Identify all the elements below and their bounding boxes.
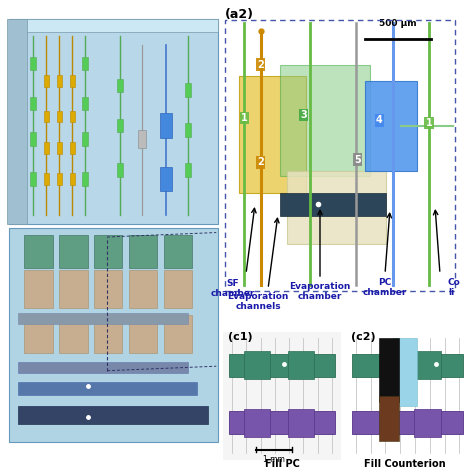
Bar (379, 338, 399, 402)
Bar (24, 270, 53, 308)
Bar (239, 76, 306, 193)
Bar (244, 351, 270, 379)
Bar (244, 409, 270, 437)
Bar (59, 270, 88, 308)
Bar (30, 173, 36, 186)
Bar (70, 111, 75, 122)
Bar (280, 64, 370, 176)
Text: 1: 1 (241, 113, 247, 123)
Text: Evaporation
channels: Evaporation channels (228, 292, 289, 311)
Text: (c2): (c2) (351, 332, 375, 342)
Bar (164, 235, 192, 268)
Bar (94, 235, 122, 268)
Bar (56, 173, 62, 185)
Bar (18, 362, 188, 373)
Bar (129, 315, 157, 353)
Bar (56, 75, 62, 87)
Bar (24, 235, 53, 268)
Bar (82, 132, 89, 146)
Bar (393, 338, 418, 406)
Bar (164, 270, 192, 308)
Bar (287, 171, 386, 244)
Polygon shape (9, 228, 219, 442)
Bar (129, 270, 157, 308)
Bar (160, 167, 172, 191)
Bar (18, 313, 188, 324)
Bar (228, 411, 336, 434)
Polygon shape (9, 18, 219, 32)
Bar (82, 173, 89, 186)
Bar (94, 315, 122, 353)
Bar (94, 270, 122, 308)
Bar (44, 173, 49, 185)
Text: 5: 5 (355, 155, 361, 164)
Bar (117, 79, 123, 92)
Bar (164, 315, 192, 353)
Text: (a2): (a2) (225, 8, 254, 21)
Bar (82, 56, 89, 70)
Bar (414, 409, 441, 437)
Text: 3: 3 (300, 110, 307, 120)
Bar (280, 193, 386, 216)
Bar (82, 97, 89, 110)
Bar (117, 164, 123, 177)
Bar (30, 97, 36, 110)
Bar (44, 142, 49, 154)
Bar (117, 119, 123, 132)
Text: 4: 4 (376, 116, 383, 126)
Text: PC
chamber: PC chamber (363, 278, 407, 297)
Bar (379, 396, 399, 441)
Text: SF
chamber: SF chamber (211, 279, 255, 299)
Bar (129, 235, 157, 268)
Text: 1: 1 (426, 118, 432, 128)
Bar (365, 82, 417, 171)
Bar (56, 142, 62, 154)
Bar (70, 173, 75, 185)
Text: 1 mm: 1 mm (263, 456, 285, 465)
Bar (59, 235, 88, 268)
Bar (288, 351, 314, 379)
Text: 500 μm: 500 μm (379, 19, 417, 28)
Bar (18, 406, 208, 424)
Bar (185, 123, 191, 137)
Text: 2: 2 (257, 60, 264, 70)
Bar (185, 164, 191, 177)
Bar (352, 411, 463, 434)
Bar (185, 83, 191, 97)
Bar (56, 111, 62, 122)
Bar (18, 382, 197, 395)
Bar (228, 354, 336, 376)
Bar (288, 409, 314, 437)
Bar (70, 75, 75, 87)
Bar (414, 351, 441, 379)
Bar (44, 75, 49, 87)
Polygon shape (9, 18, 219, 224)
Text: 2: 2 (257, 157, 264, 167)
Text: Co
li: Co li (448, 278, 461, 297)
Bar (70, 142, 75, 154)
Bar (138, 130, 146, 148)
Text: Fill Counterion: Fill Counterion (365, 459, 446, 469)
Text: Fill PC: Fill PC (264, 459, 300, 469)
Bar (30, 56, 36, 70)
Bar (44, 111, 49, 122)
Text: (c1): (c1) (228, 332, 252, 342)
Bar (59, 315, 88, 353)
Bar (160, 113, 172, 138)
Bar (30, 132, 36, 146)
Text: Evaporation
chamber: Evaporation chamber (289, 282, 351, 301)
Polygon shape (7, 18, 27, 224)
Bar (24, 315, 53, 353)
Bar (352, 354, 463, 376)
